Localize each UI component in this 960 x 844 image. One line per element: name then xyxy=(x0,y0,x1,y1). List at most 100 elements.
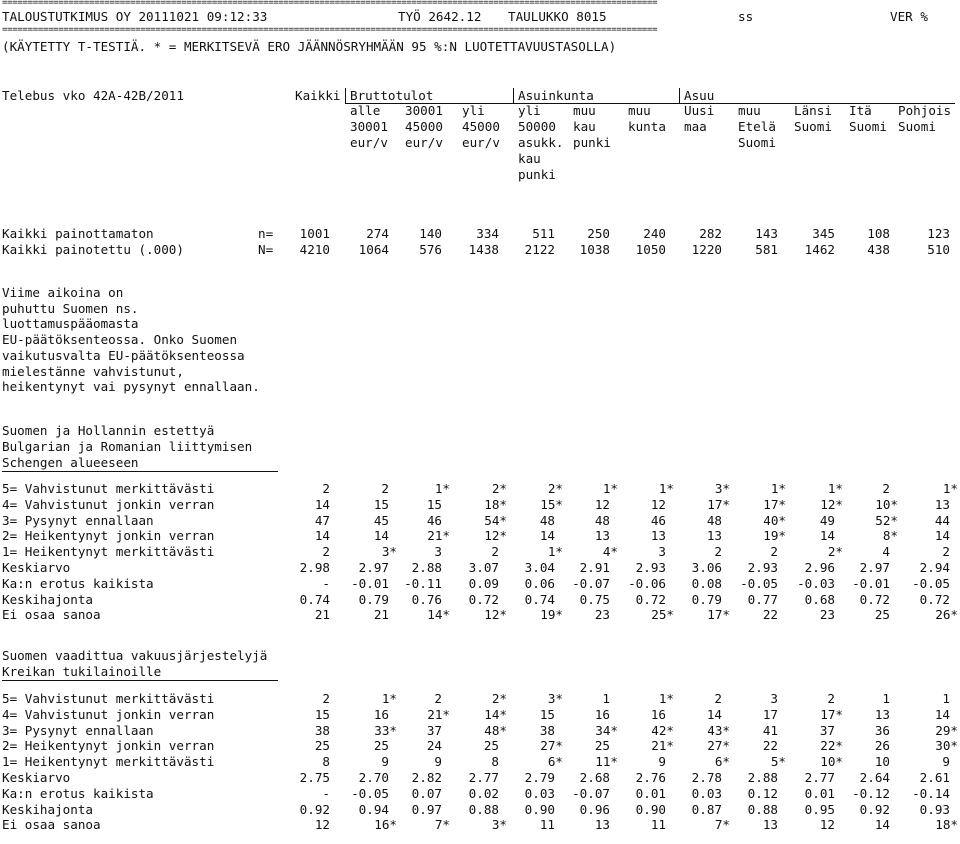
base-value: 1462 xyxy=(804,242,835,257)
table-cell: 1* xyxy=(434,481,450,496)
header-column-label: kau xyxy=(573,119,596,134)
header-column-label: maa xyxy=(684,119,707,134)
table-cell: 2.91 xyxy=(579,560,610,575)
table-row-label: 4= Vahvistunut jonkin verran xyxy=(2,496,215,512)
table-cell: 42* xyxy=(651,722,674,738)
table-cell: 0.68 xyxy=(804,591,835,607)
table-cell: 24 xyxy=(426,738,442,754)
table-cell: 2.70 xyxy=(358,770,389,785)
table-cell: 0.02 xyxy=(468,785,499,801)
table-cell: 0.09 xyxy=(468,575,499,591)
table-cell: 0.95 xyxy=(804,801,835,817)
table-cell: 21 xyxy=(314,607,330,623)
table-cell: 2.88 xyxy=(747,770,778,785)
table-cell: -0.03 xyxy=(797,575,835,591)
header-column-label: eur/v xyxy=(405,135,443,150)
table-cell: 21* xyxy=(427,528,450,544)
table-cell: 45 xyxy=(373,512,389,528)
table-cell: 0.08 xyxy=(691,575,722,591)
table-cell: 0.03 xyxy=(691,785,722,801)
table-cell: 13 xyxy=(594,528,610,544)
question-line: mielestänne vahvistunut, xyxy=(2,363,184,379)
table-cell: 2.96 xyxy=(804,560,835,575)
base-symbol: N= xyxy=(258,242,274,257)
table-cell: 54* xyxy=(484,512,507,528)
table-cell: 2 xyxy=(491,544,499,560)
base-value: 1038 xyxy=(579,242,610,257)
table-cell: 9 xyxy=(434,754,442,770)
table-cell: 14 xyxy=(874,817,890,833)
table-cell: 2 xyxy=(714,544,722,560)
table-cell: 0.76 xyxy=(411,591,442,607)
table-cell: 2.61 xyxy=(919,770,950,785)
table-number: TAULUKKO 8015 xyxy=(508,9,607,24)
base-value: 511 xyxy=(532,226,555,241)
base-label: Kaikki painottamaton xyxy=(2,226,154,241)
table-cell: 46 xyxy=(650,512,666,528)
base-value: 1050 xyxy=(635,242,666,257)
table-cell: 17 xyxy=(762,706,778,722)
table-cell: 1 xyxy=(602,691,610,706)
table-cell: 15* xyxy=(540,496,563,512)
table-cell: 23 xyxy=(819,607,835,623)
top-rule: ========================================… xyxy=(2,0,658,7)
work-number: TYÖ 2642.12 xyxy=(398,9,482,24)
table-cell: 1* xyxy=(942,481,958,496)
base-value: 1438 xyxy=(468,242,499,257)
table-cell: 2.64 xyxy=(859,770,890,785)
table-row-label: 4= Vahvistunut jonkin verran xyxy=(2,706,215,722)
table-cell: 9 xyxy=(942,754,950,770)
header-column-label: 45000 xyxy=(462,119,500,134)
table-cell: 14 xyxy=(373,528,389,544)
table-cell: 1* xyxy=(770,481,786,496)
table-cell: 2* xyxy=(547,481,563,496)
table-cell: 9 xyxy=(658,754,666,770)
table-cell: 0.74 xyxy=(299,591,330,607)
table-cell: 3* xyxy=(714,481,730,496)
question-line: Viime aikoina on xyxy=(2,285,124,300)
table-cell: 3 xyxy=(658,544,666,560)
table-cell: -0.07 xyxy=(572,575,610,591)
table-cell: 0.90 xyxy=(524,801,555,817)
table-cell: 0.94 xyxy=(358,801,389,817)
table-cell: 3* xyxy=(547,691,563,706)
table-cell: 12 xyxy=(594,496,610,512)
section-title-line: Bulgarian ja Romanian liittymisen xyxy=(2,439,253,454)
base-value: 274 xyxy=(366,226,389,241)
table-row-label: 2= Heikentynyt jonkin verran xyxy=(2,528,215,544)
header-column-label: Suomi xyxy=(738,135,776,150)
table-cell: -0.05 xyxy=(912,575,950,591)
header-column-label: punki xyxy=(573,135,611,150)
table-cell: 21* xyxy=(651,738,674,754)
section-title-line: Schengen alueeseen xyxy=(2,455,139,470)
table-cell: 5* xyxy=(770,754,786,770)
table-row-label: Keskiarvo xyxy=(2,560,71,575)
header-column-label: alle xyxy=(350,103,381,118)
header-column-label: asukk. xyxy=(518,135,564,150)
table-cell: 17* xyxy=(820,706,843,722)
table-cell: 3* xyxy=(381,544,397,560)
table-cell: 2.79 xyxy=(524,770,555,785)
table-cell: 2.82 xyxy=(411,770,442,785)
table-cell: 40* xyxy=(763,512,786,528)
table-cell: 0.79 xyxy=(691,591,722,607)
table-cell: 2* xyxy=(491,691,507,706)
header-column-label: Uusi xyxy=(684,103,715,118)
table-cell: 2 xyxy=(322,544,330,560)
section-title-underline xyxy=(2,680,278,681)
table-cell: 2.93 xyxy=(635,560,666,575)
table-cell: 1 xyxy=(882,691,890,706)
table-cell: 25 xyxy=(314,738,330,754)
table-cell: 14 xyxy=(314,528,330,544)
question-line: vaikutusvalta EU-päätöksenteossa xyxy=(2,347,245,363)
header-column-label: muu xyxy=(573,103,596,118)
table-cell: 21* xyxy=(427,706,450,722)
table-cell: 8* xyxy=(882,528,898,544)
base-value: 240 xyxy=(643,226,666,241)
table-cell: 3.04 xyxy=(524,560,555,575)
table-cell: 1* xyxy=(658,691,674,706)
base-value: 438 xyxy=(867,242,890,257)
header-rule xyxy=(345,103,955,104)
table-cell: 44 xyxy=(934,512,950,528)
table-cell: 0.12 xyxy=(747,785,778,801)
